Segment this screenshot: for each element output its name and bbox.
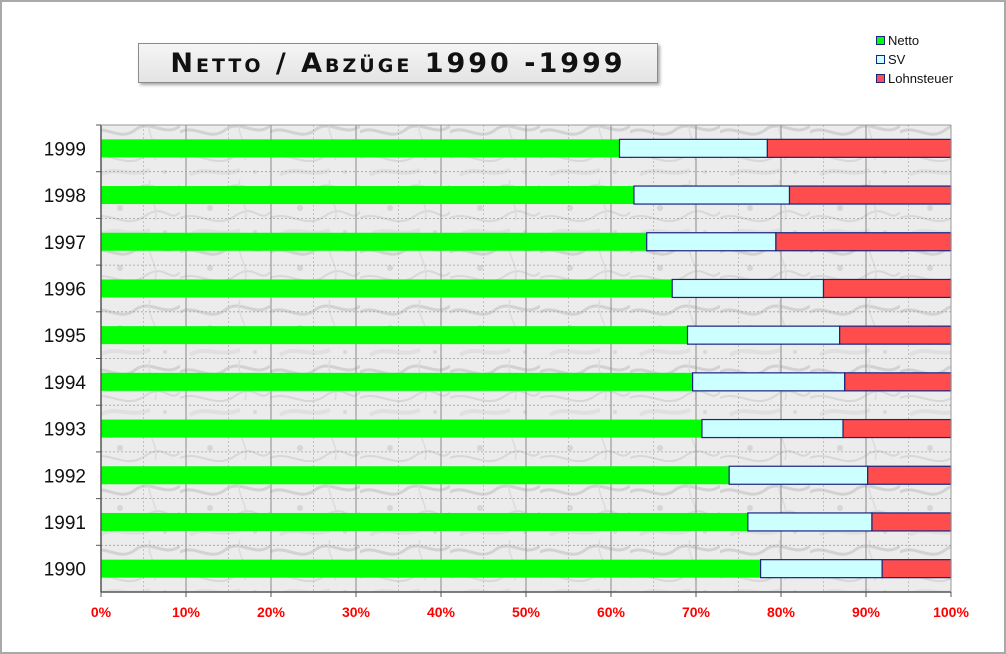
x-tick-label-70pct: 70% xyxy=(682,604,711,620)
bar-lohnsteuer-1990 xyxy=(881,559,952,579)
bar-netto-1990 xyxy=(101,559,761,578)
bar-sv-1996 xyxy=(671,278,825,299)
legend-swatch-sv xyxy=(876,55,885,64)
x-tick-label-40pct: 40% xyxy=(427,604,456,620)
x-tick-label-0pct: 0% xyxy=(91,604,112,620)
legend-item-sv: SV xyxy=(876,50,953,69)
y-tick-label-1991: 1991 xyxy=(44,513,86,534)
bar-sv-1994 xyxy=(691,372,846,392)
x-tick-label-50pct: 50% xyxy=(512,604,541,620)
y-tick-label-1993: 1993 xyxy=(44,420,86,441)
x-tick-label-80pct: 80% xyxy=(767,604,796,620)
bar-netto-1995 xyxy=(101,326,688,345)
chart-legend: Netto SV Lohnsteuer xyxy=(876,31,953,88)
bar-netto-1991 xyxy=(101,512,748,531)
bar-netto-1994 xyxy=(101,372,693,391)
y-tick-label-1992: 1992 xyxy=(44,466,86,487)
x-tick-label-100pct: 100% xyxy=(933,604,969,620)
legend-label-sv: SV xyxy=(888,52,906,67)
bar-lohnsteuer-1997 xyxy=(775,232,952,252)
legend-swatch-netto xyxy=(876,36,885,45)
bar-netto-1999 xyxy=(101,139,620,158)
bar-sv-1995 xyxy=(686,325,841,345)
bar-netto-1998 xyxy=(101,186,634,205)
legend-label-netto: Netto xyxy=(888,33,920,48)
y-tick-label-1995: 1995 xyxy=(44,326,86,347)
bar-sv-1990 xyxy=(759,559,883,579)
bar-lohnsteuer-1993 xyxy=(842,418,952,439)
bar-sv-1998 xyxy=(633,185,791,205)
bar-sv-1993 xyxy=(701,418,844,439)
bar-lohnsteuer-1992 xyxy=(867,465,952,485)
legend-item-lohnsteuer: Lohnsteuer xyxy=(876,69,953,88)
y-tick-label-1998: 1998 xyxy=(44,186,86,207)
y-tick-label-1997: 1997 xyxy=(44,233,86,254)
bar-sv-1999 xyxy=(618,138,768,158)
x-tick-label-60pct: 60% xyxy=(597,604,626,620)
legend-label-lohnsteuer: Lohnsteuer xyxy=(888,71,954,86)
bar-sv-1997 xyxy=(646,232,777,252)
bar-lohnsteuer-1995 xyxy=(839,325,952,345)
chart-title: Netto / Abzüge 1990 -1999 xyxy=(170,47,626,79)
bar-lohnsteuer-1994 xyxy=(844,372,952,392)
bar-lohnsteuer-1996 xyxy=(822,278,952,299)
bar-netto-1996 xyxy=(101,279,673,298)
y-tick-label-1990: 1990 xyxy=(44,560,86,581)
legend-swatch-lohnsteuer xyxy=(876,74,885,83)
legend-item-netto: Netto xyxy=(876,31,953,50)
bar-netto-1992 xyxy=(101,466,730,485)
bar-lohnsteuer-1998 xyxy=(788,185,952,205)
y-tick-label-1994: 1994 xyxy=(44,373,87,394)
x-tick-label-30pct: 30% xyxy=(342,604,371,620)
y-tick-label-1996: 1996 xyxy=(44,279,86,300)
bar-netto-1997 xyxy=(101,232,647,251)
x-tick-label-90pct: 90% xyxy=(852,604,881,620)
x-tick-label-10pct: 10% xyxy=(172,604,201,620)
bar-netto-1993 xyxy=(101,419,702,438)
y-tick-label-1999: 1999 xyxy=(44,139,86,160)
x-tick-label-20pct: 20% xyxy=(257,604,286,620)
chart-title-box: Netto / Abzüge 1990 -1999 xyxy=(138,43,658,83)
bar-lohnsteuer-1991 xyxy=(871,512,952,532)
bar-sv-1992 xyxy=(728,465,869,485)
bar-lohnsteuer-1999 xyxy=(766,138,952,158)
bar-sv-1991 xyxy=(747,512,873,532)
